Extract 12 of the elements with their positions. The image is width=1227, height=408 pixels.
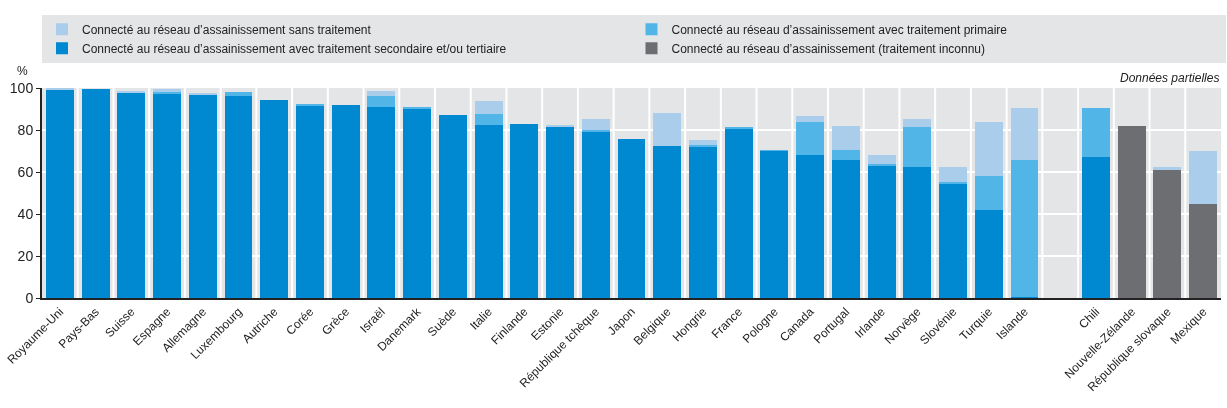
y-tick-label: 80 <box>17 121 34 138</box>
y-tick-label: 20 <box>17 247 34 264</box>
y-tick-label: 60 <box>17 163 34 180</box>
y-tick-label: 40 <box>17 205 34 222</box>
y-axis-title: % <box>17 64 28 78</box>
text: Données partielles <box>1120 71 1220 85</box>
legend-label: Connecté au réseau d’assainissement avec traitement secondaire et/ou tertiaire <box>82 41 507 56</box>
legend-label: Connecté au réseau d’assainissement sans traitement <box>82 22 372 37</box>
legend-label: Connecté au réseau d’assainissement avec traitement primaire <box>671 22 1008 37</box>
y-tick-label: 100 <box>9 79 34 96</box>
y-tick-label: 0 <box>25 289 34 306</box>
legend-label: Connecté au réseau d’assainissement (traitement inconnu) <box>671 41 986 56</box>
